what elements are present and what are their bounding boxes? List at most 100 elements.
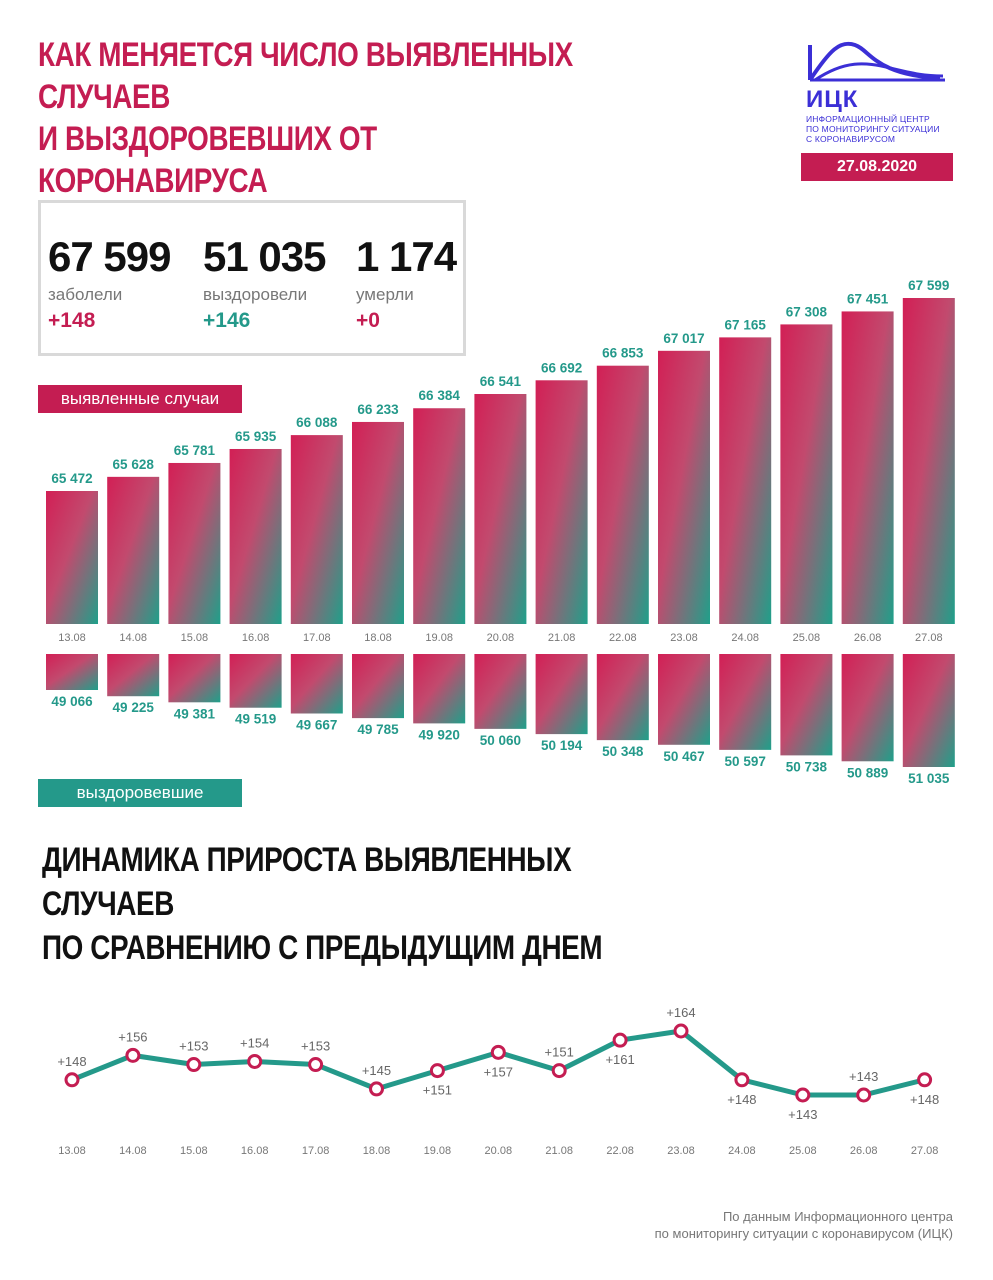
cases-bar-label: 67 599 xyxy=(908,278,949,293)
title-line-1: КАК МЕНЯЕТСЯ ЧИСЛО ВЫЯВЛЕННЫХ СЛУЧАЕВ xyxy=(38,36,573,116)
growth-value-label: +161 xyxy=(605,1052,634,1067)
growth-point xyxy=(64,1072,80,1088)
cases-bar xyxy=(229,448,282,624)
cases-bar-label: 66 541 xyxy=(480,374,522,389)
recovered-bar-label: 49 381 xyxy=(174,706,216,721)
growth-point xyxy=(429,1063,445,1079)
summary-box: 67 599 заболели +148 51 035 выздоровели … xyxy=(38,200,466,356)
growth-point xyxy=(125,1047,141,1063)
cases-bar-label: 67 308 xyxy=(786,304,828,319)
recovered-bar xyxy=(168,654,221,703)
growth-value-label: +153 xyxy=(179,1039,208,1054)
growth-value-label: +164 xyxy=(666,1005,695,1020)
stat-deaths-delta: +0 xyxy=(356,309,380,332)
bar-date-label: 16.08 xyxy=(242,632,270,644)
growth-point xyxy=(856,1087,872,1103)
line-date-label: 24.08 xyxy=(728,1145,756,1157)
cases-bar-label: 65 935 xyxy=(235,429,277,444)
cases-tag: выявленные случаи xyxy=(38,385,242,413)
bar-date-label: 25.08 xyxy=(793,632,821,644)
line-chart: +148 13.08 +156 14.08 +153 15.08 +154 16.08 +153… xyxy=(57,1005,939,1157)
recovered-bar xyxy=(46,654,98,690)
recovered-bar xyxy=(658,654,710,745)
stat-cases-delta: +148 xyxy=(48,309,96,332)
bar-date-label: 21.08 xyxy=(548,632,576,644)
cases-bar-label: 65 628 xyxy=(113,457,155,472)
bar-chart: 65 472 65 628 65 781 65 935 66 088 66 233 66 3… xyxy=(46,278,955,786)
source-line-2: по мониторингу ситуации с коронавирусом … xyxy=(654,1226,953,1241)
growth-point xyxy=(734,1072,750,1088)
cases-bar xyxy=(535,380,588,624)
stat-cases-value: 67 599 xyxy=(48,233,171,280)
source-line-1: По данным Информационного центра xyxy=(722,1209,953,1224)
cases-bar xyxy=(596,365,649,624)
cases-bar-label: 66 088 xyxy=(296,415,338,430)
logo-wave-icon xyxy=(808,41,945,82)
bar-date-label: 20.08 xyxy=(487,632,515,644)
section2-title-line-2: ПО СРАВНЕНИЮ С ПРЕДЫДУЩИМ ДНЕМ xyxy=(42,929,603,967)
cases-bar-label: 67 165 xyxy=(725,317,767,332)
stat-recovered-delta: +146 xyxy=(203,309,251,332)
logo-abbreviation: ИЦК xyxy=(806,86,859,113)
stat-recovered: 51 035 выздоровели +146 xyxy=(203,233,326,333)
growth-point xyxy=(551,1063,567,1079)
line-date-label: 17.08 xyxy=(302,1145,330,1157)
growth-value-label: +151 xyxy=(545,1045,574,1060)
bar-date-label: 26.08 xyxy=(854,632,882,644)
line-date-label: 26.08 xyxy=(850,1145,878,1157)
growth-point xyxy=(247,1053,263,1069)
recovered-bar xyxy=(535,654,588,735)
stat-deaths-value: 1 174 xyxy=(356,233,457,280)
stat-cases-label: заболели xyxy=(48,285,123,304)
growth-value-label: +156 xyxy=(118,1029,147,1044)
cases-bar-label: 65 472 xyxy=(51,471,92,486)
growth-point xyxy=(795,1087,811,1103)
line-date-label: 25.08 xyxy=(789,1145,817,1157)
stat-recovered-label: выздоровели xyxy=(203,285,308,304)
bar-date-label: 27.08 xyxy=(915,632,943,644)
recovered-bar-label: 49 920 xyxy=(419,727,460,742)
cases-bar xyxy=(352,421,404,624)
bar-date-label: 13.08 xyxy=(58,632,86,644)
bar-date-label: 23.08 xyxy=(670,632,698,644)
cases-bar-label: 65 781 xyxy=(174,443,216,458)
recovered-bar xyxy=(596,654,649,741)
cases-bar xyxy=(290,435,343,624)
bar-date-label: 22.08 xyxy=(609,632,637,644)
cases-bar-label: 66 853 xyxy=(602,346,644,361)
cases-bar xyxy=(658,350,710,624)
recovered-bar-label: 49 667 xyxy=(296,718,337,733)
cases-bar-label: 67 451 xyxy=(847,291,889,306)
growth-point xyxy=(612,1032,628,1048)
recovered-bar-label: 51 035 xyxy=(908,771,950,786)
line-date-label: 22.08 xyxy=(606,1145,634,1157)
line-date-label: 19.08 xyxy=(424,1145,452,1157)
recovered-bar xyxy=(413,654,466,724)
cases-bar xyxy=(46,491,98,624)
recovered-bar-label: 50 194 xyxy=(541,738,583,753)
growth-value-label: +145 xyxy=(362,1063,391,1078)
growth-value-label: +143 xyxy=(788,1107,817,1122)
cases-bar xyxy=(841,311,894,624)
line-date-label: 15.08 xyxy=(180,1145,208,1157)
recovered-bar xyxy=(474,654,527,729)
stat-deaths: 1 174 умерли +0 xyxy=(356,233,457,333)
line-date-label: 21.08 xyxy=(545,1145,573,1157)
cases-bar xyxy=(719,337,772,624)
growth-point xyxy=(308,1057,324,1073)
growth-value-label: +153 xyxy=(301,1039,330,1054)
growth-value-label: +148 xyxy=(727,1092,756,1107)
growth-value-label: +151 xyxy=(423,1083,452,1098)
recovered-bar-label: 50 060 xyxy=(480,733,521,748)
growth-value-label: +143 xyxy=(849,1069,878,1084)
growth-point xyxy=(917,1072,933,1088)
bar-date-label: 15.08 xyxy=(181,632,209,644)
recovered-bar-label: 49 066 xyxy=(51,694,93,709)
bar-date-label: 19.08 xyxy=(425,632,453,644)
line-date-label: 13.08 xyxy=(58,1145,86,1157)
cases-bar-label: 66 692 xyxy=(541,360,582,375)
stat-cases: 67 599 заболели +148 xyxy=(48,233,171,333)
recovered-bar-label: 50 889 xyxy=(847,765,888,780)
line-date-label: 20.08 xyxy=(485,1145,513,1157)
growth-point xyxy=(673,1023,689,1039)
